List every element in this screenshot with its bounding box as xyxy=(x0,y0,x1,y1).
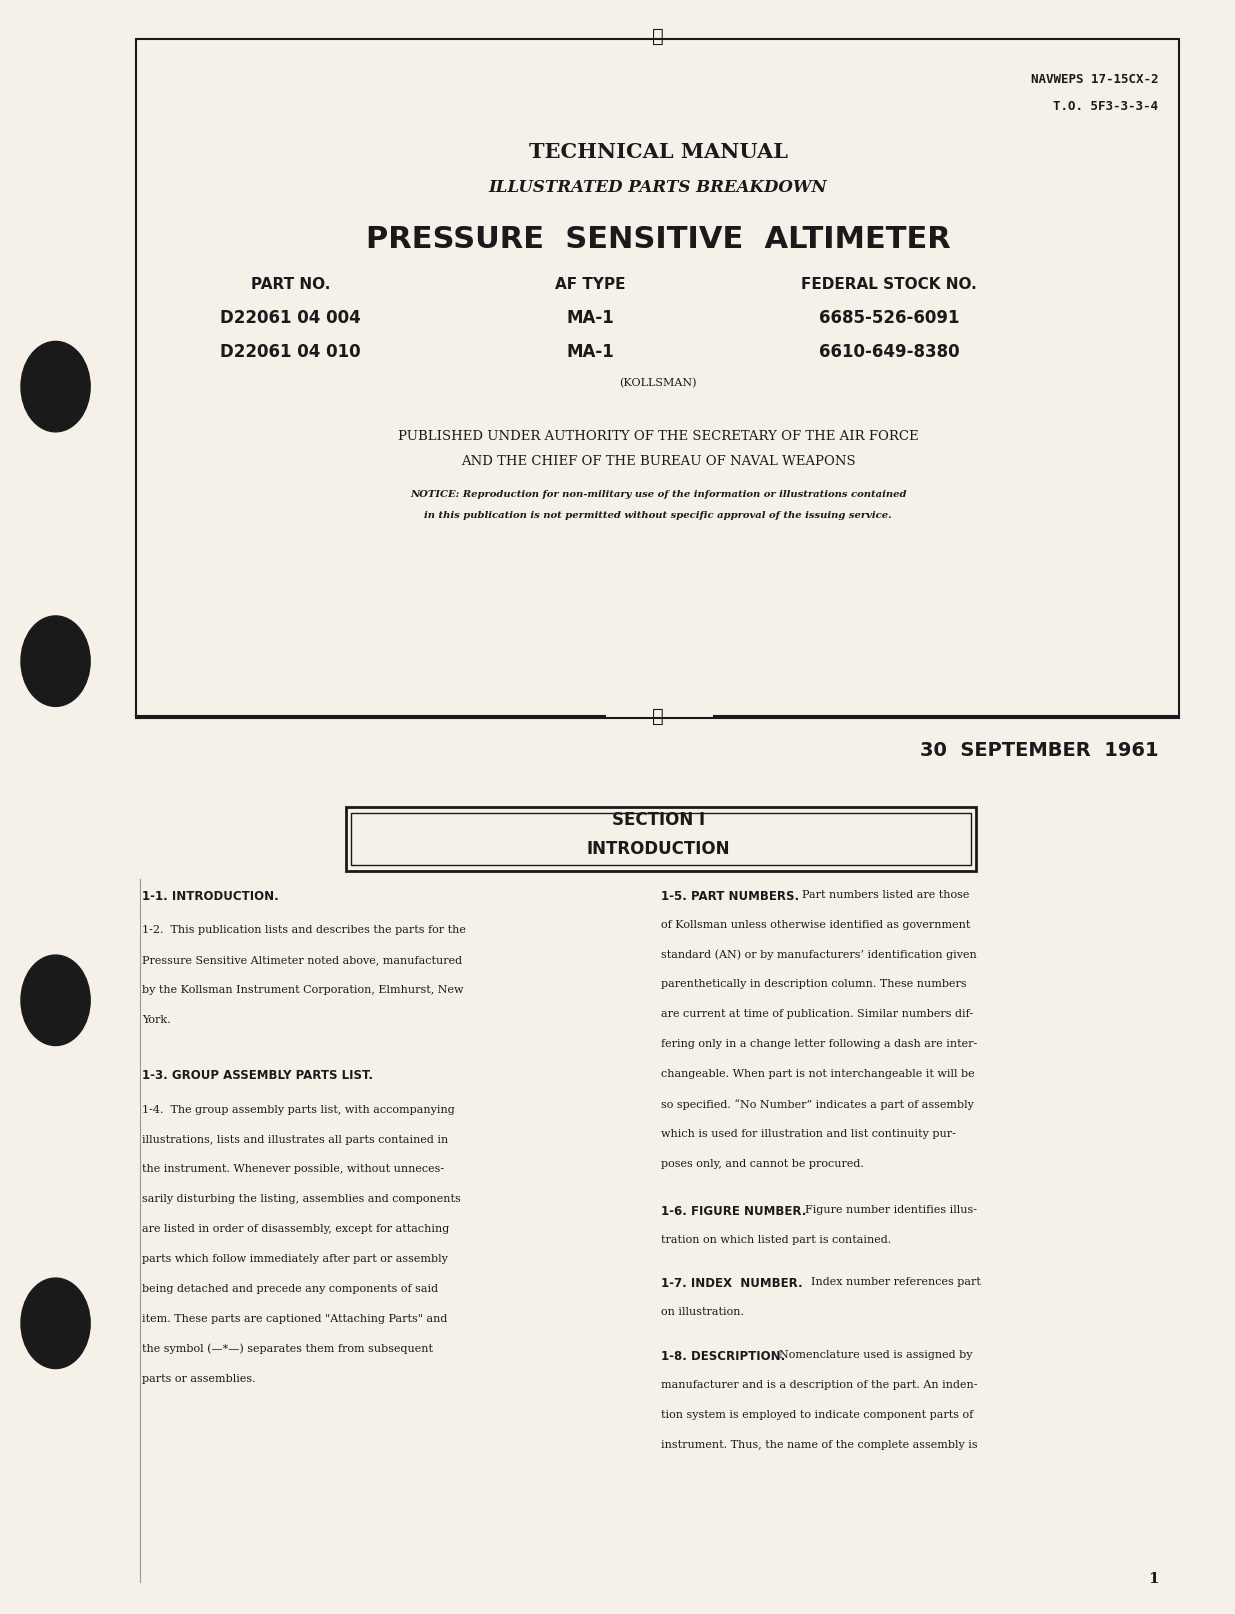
Text: 1-4.  The group assembly parts list, with accompanying: 1-4. The group assembly parts list, with… xyxy=(142,1104,454,1114)
Text: are current at time of publication. Similar numbers dif-: are current at time of publication. Simi… xyxy=(661,1009,973,1018)
Text: NOTICE: Reproduction for non-military use of the information or illustrations co: NOTICE: Reproduction for non-military us… xyxy=(410,489,906,499)
Text: 1-2.  This publication lists and describes the parts for the: 1-2. This publication lists and describe… xyxy=(142,925,466,935)
Text: TECHNICAL MANUAL: TECHNICAL MANUAL xyxy=(529,142,788,161)
Text: York.: York. xyxy=(142,1015,170,1025)
Text: 1-8. DESCRIPTION.: 1-8. DESCRIPTION. xyxy=(661,1349,785,1362)
Text: tration on which listed part is contained.: tration on which listed part is containe… xyxy=(661,1233,890,1244)
Text: PART NO.: PART NO. xyxy=(251,276,330,292)
Text: Figure number identifies illus-: Figure number identifies illus- xyxy=(805,1204,977,1214)
Text: 1-5. PART NUMBERS.: 1-5. PART NUMBERS. xyxy=(661,889,799,902)
Text: MA-1: MA-1 xyxy=(567,342,614,362)
Text: 1-7. INDEX  NUMBER.: 1-7. INDEX NUMBER. xyxy=(661,1277,803,1290)
Text: D22061 04 010: D22061 04 010 xyxy=(220,342,361,362)
Bar xyxy=(351,813,971,865)
Text: of Kollsman unless otherwise identified as government: of Kollsman unless otherwise identified … xyxy=(661,920,971,930)
Text: AND THE CHIEF OF THE BUREAU OF NAVAL WEAPONS: AND THE CHIEF OF THE BUREAU OF NAVAL WEA… xyxy=(461,455,856,468)
Text: INTRODUCTION: INTRODUCTION xyxy=(587,839,730,859)
Text: D22061 04 004: D22061 04 004 xyxy=(220,308,361,328)
Text: 1-6. FIGURE NUMBER.: 1-6. FIGURE NUMBER. xyxy=(661,1204,806,1217)
Text: item. These parts are captioned "Attaching Parts" and: item. These parts are captioned "Attachi… xyxy=(142,1314,447,1323)
Circle shape xyxy=(21,617,90,707)
Text: are listed in order of disassembly, except for attaching: are listed in order of disassembly, exce… xyxy=(142,1223,450,1233)
Text: being detached and precede any components of said: being detached and precede any component… xyxy=(142,1283,438,1293)
Text: 1: 1 xyxy=(1147,1572,1158,1585)
Text: ★: ★ xyxy=(652,707,664,726)
Text: by the Kollsman Instrument Corporation, Elmhurst, New: by the Kollsman Instrument Corporation, … xyxy=(142,985,463,994)
Bar xyxy=(136,40,1179,718)
Text: tion system is employed to indicate component parts of: tion system is employed to indicate comp… xyxy=(661,1409,973,1419)
Text: which is used for illustration and list continuity pur-: which is used for illustration and list … xyxy=(661,1128,956,1138)
Text: 6685-526-6091: 6685-526-6091 xyxy=(819,308,960,328)
Bar xyxy=(346,807,976,872)
Text: SECTION I: SECTION I xyxy=(611,810,705,830)
Text: Index number references part: Index number references part xyxy=(811,1277,982,1286)
Text: the instrument. Whenever possible, without unneces-: the instrument. Whenever possible, witho… xyxy=(142,1164,445,1173)
Text: parenthetically in description column. These numbers: parenthetically in description column. T… xyxy=(661,978,966,989)
Text: standard (AN) or by manufacturers’ identification given: standard (AN) or by manufacturers’ ident… xyxy=(661,949,977,960)
Text: illustrations, lists and illustrates all parts contained in: illustrations, lists and illustrates all… xyxy=(142,1135,448,1144)
Text: sarily disturbing the listing, assemblies and components: sarily disturbing the listing, assemblie… xyxy=(142,1194,461,1204)
Text: PRESSURE  SENSITIVE  ALTIMETER: PRESSURE SENSITIVE ALTIMETER xyxy=(366,224,951,253)
Text: 30  SEPTEMBER  1961: 30 SEPTEMBER 1961 xyxy=(920,741,1158,760)
Text: MA-1: MA-1 xyxy=(567,308,614,328)
Text: changeable. When part is not interchangeable it will be: changeable. When part is not interchange… xyxy=(661,1068,974,1078)
Text: ★: ★ xyxy=(652,27,664,47)
Text: ILLUSTRATED PARTS BREAKDOWN: ILLUSTRATED PARTS BREAKDOWN xyxy=(489,179,827,195)
Text: in this publication is not permitted without specific approval of the issuing se: in this publication is not permitted wit… xyxy=(425,510,892,520)
Text: manufacturer and is a description of the part. An inden-: manufacturer and is a description of the… xyxy=(661,1378,977,1390)
Circle shape xyxy=(21,1278,90,1369)
Text: NAVWEPS 17-15CX-2: NAVWEPS 17-15CX-2 xyxy=(1031,73,1158,86)
Text: parts or assemblies.: parts or assemblies. xyxy=(142,1372,256,1383)
Text: 1-3. GROUP ASSEMBLY PARTS LIST.: 1-3. GROUP ASSEMBLY PARTS LIST. xyxy=(142,1068,373,1081)
Text: FEDERAL STOCK NO.: FEDERAL STOCK NO. xyxy=(802,276,977,292)
Text: instrument. Thus, the name of the complete assembly is: instrument. Thus, the name of the comple… xyxy=(661,1440,977,1449)
Text: (KOLLSMAN): (KOLLSMAN) xyxy=(620,378,697,387)
Text: 1-1. INTRODUCTION.: 1-1. INTRODUCTION. xyxy=(142,889,279,902)
Text: Part numbers listed are those: Part numbers listed are those xyxy=(802,889,969,899)
Text: fering only in a change letter following a dash are inter-: fering only in a change letter following… xyxy=(661,1039,977,1049)
Text: Nomenclature used is assigned by: Nomenclature used is assigned by xyxy=(779,1349,973,1359)
Text: so specified. “No Number” indicates a part of assembly: so specified. “No Number” indicates a pa… xyxy=(661,1098,973,1109)
Text: T.O. 5F3-3-3-4: T.O. 5F3-3-3-4 xyxy=(1053,100,1158,113)
Circle shape xyxy=(21,342,90,433)
Text: AF TYPE: AF TYPE xyxy=(555,276,626,292)
Text: Pressure Sensitive Altimeter noted above, manufactured: Pressure Sensitive Altimeter noted above… xyxy=(142,955,462,965)
Text: PUBLISHED UNDER AUTHORITY OF THE SECRETARY OF THE AIR FORCE: PUBLISHED UNDER AUTHORITY OF THE SECRETA… xyxy=(398,429,919,442)
Text: the symbol (—*—) separates them from subsequent: the symbol (—*—) separates them from sub… xyxy=(142,1343,433,1354)
Text: parts which follow immediately after part or assembly: parts which follow immediately after par… xyxy=(142,1254,448,1264)
Circle shape xyxy=(21,955,90,1046)
Text: poses only, and cannot be procured.: poses only, and cannot be procured. xyxy=(661,1159,863,1169)
Text: 6610-649-8380: 6610-649-8380 xyxy=(819,342,960,362)
Text: on illustration.: on illustration. xyxy=(661,1307,743,1317)
